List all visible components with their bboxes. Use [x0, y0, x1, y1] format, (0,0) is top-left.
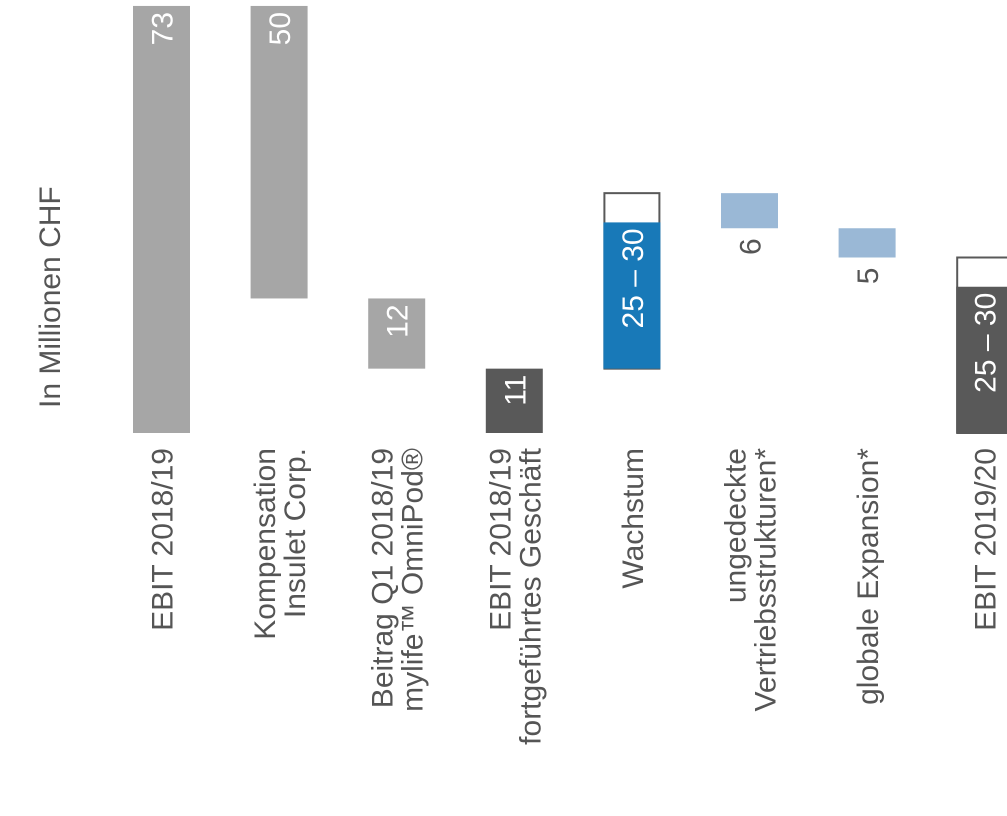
category-label-7-line-0: EBIT 2019/20 — [970, 448, 1003, 631]
category-label-2-line-0: Beitrag Q1 2018/19 — [367, 448, 400, 708]
category-label-4-line-0: Wachstum — [617, 448, 650, 589]
value-label-4: 25 – 30 — [617, 228, 650, 328]
category-label-6-line-0: globale Expansion* — [852, 448, 885, 705]
bar-4 — [603, 222, 661, 369]
category-label-1-line-0: Kompensation — [249, 448, 282, 640]
bar-5 — [721, 193, 778, 229]
bar-2 — [368, 298, 426, 369]
value-label-1: 50 — [264, 12, 297, 45]
value-label-6: 5 — [852, 268, 885, 285]
value-label-5: 6 — [735, 238, 768, 255]
bar-1 — [250, 5, 308, 299]
bar-6 — [838, 228, 896, 258]
category-label-3-line-1: fortgeführtes Geschäft — [514, 447, 547, 744]
unit-label: In Millionen CHF — [34, 186, 67, 408]
category-label-5-line-1: Vertriebsstrukturen* — [750, 448, 783, 712]
category-label-1-line-1: Insulet Corp. — [279, 448, 312, 618]
category-label-0-line-0: EBIT 2018/19 — [147, 448, 180, 631]
value-label-7: 25 – 30 — [970, 293, 1003, 393]
bar-3 — [485, 368, 543, 433]
value-label-2: 12 — [382, 304, 415, 337]
value-label-0: 73 — [147, 12, 180, 45]
value-label-3: 11 — [499, 375, 532, 406]
category-label-3-line-0: EBIT 2018/19 — [484, 448, 517, 631]
category-label-2-line-1: mylife™ OmniPod® — [397, 448, 430, 712]
category-label-5-line-0: ungedeckte — [720, 448, 753, 603]
bar-0 — [133, 5, 190, 433]
bars-group: 73 50 12 11 25 – 30 6 5 25 – 30 — [133, 5, 1007, 434]
bar-7 — [956, 286, 1007, 433]
